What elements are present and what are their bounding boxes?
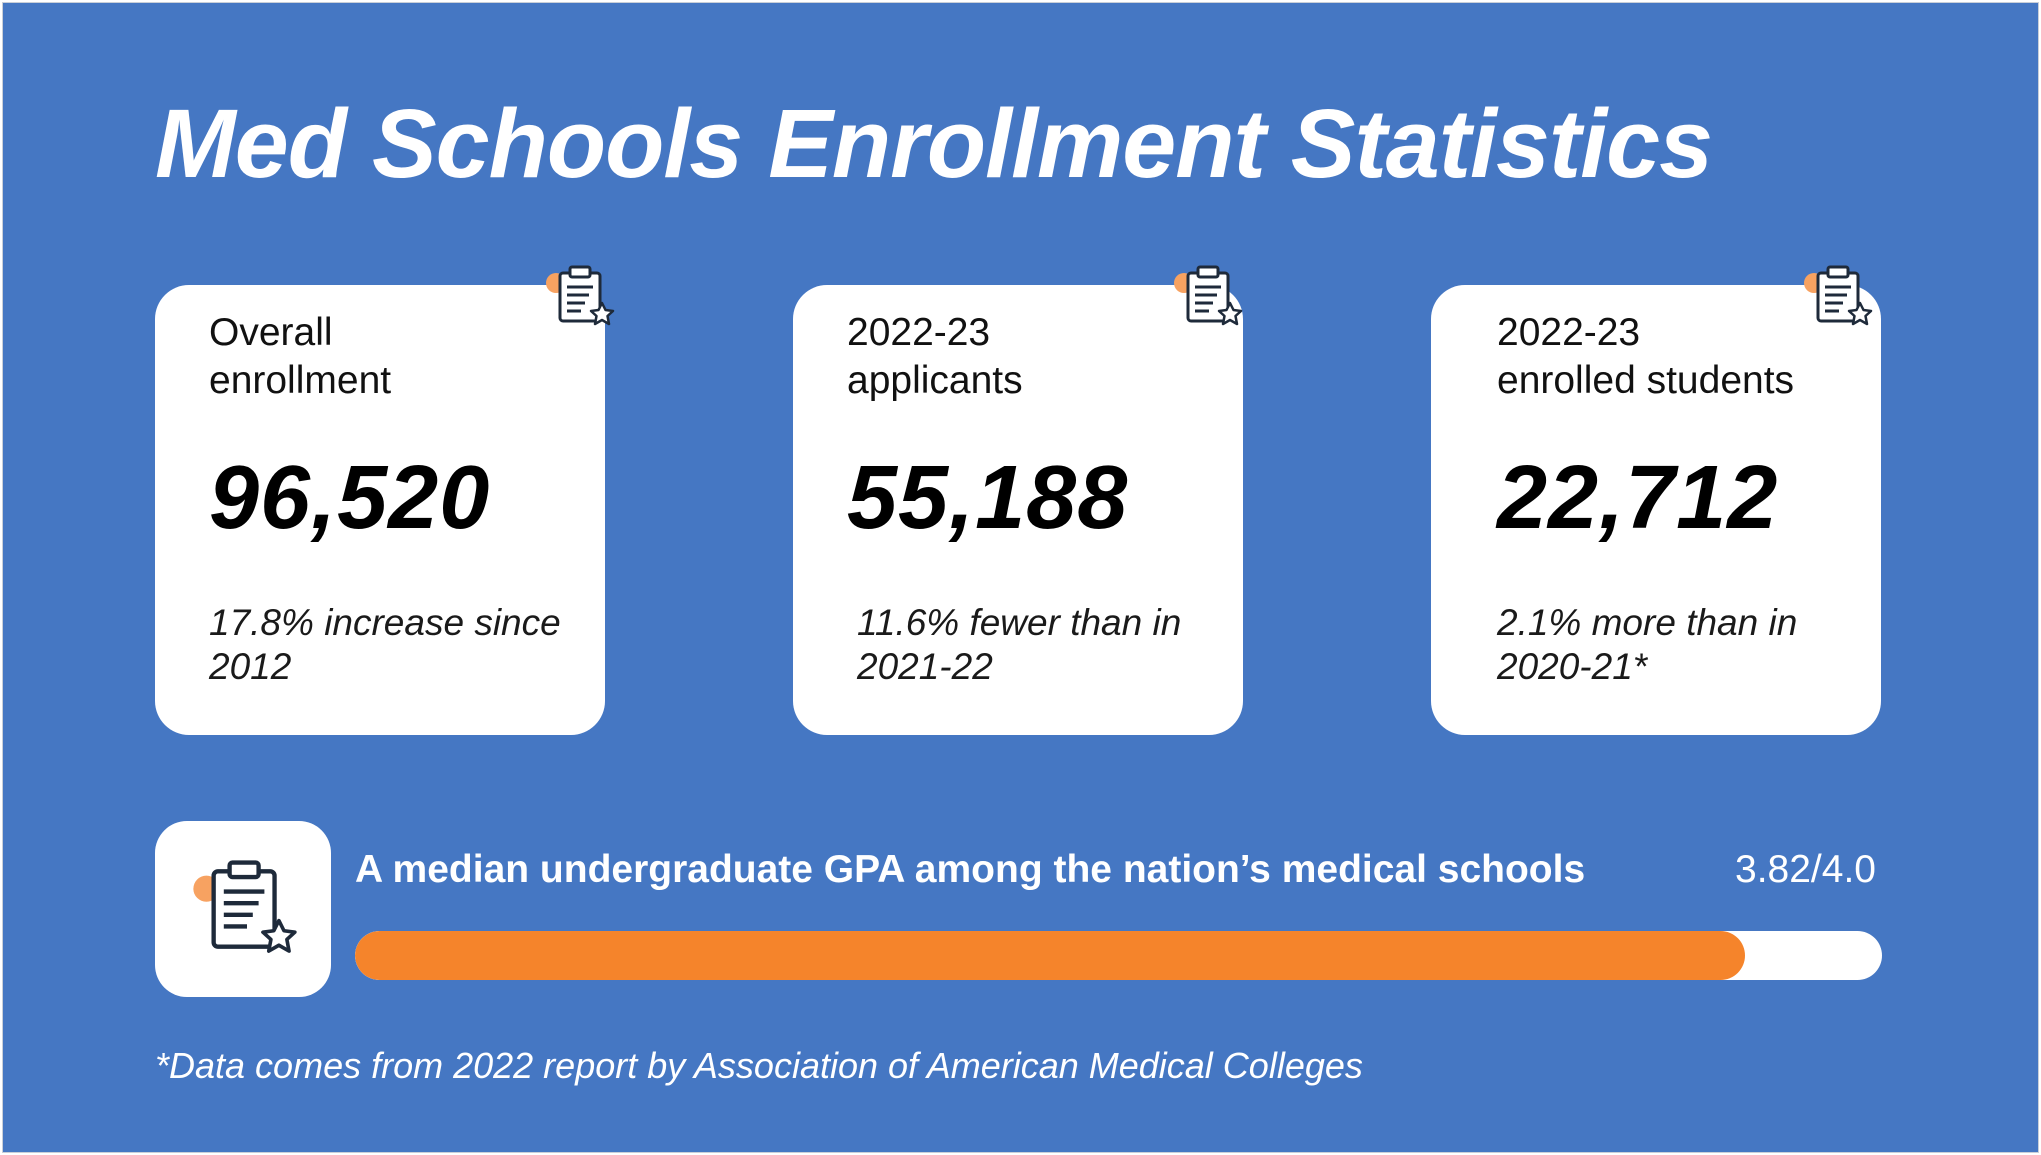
card-note: 17.8% increase since 2012 — [209, 601, 585, 689]
gpa-icon-tile — [155, 821, 331, 997]
card-note-line: 2012 — [209, 646, 292, 687]
clipboard-star-icon — [189, 851, 305, 967]
card-label: 2022-23 applicants — [847, 309, 1223, 405]
card-note-line: 2021-22 — [857, 646, 993, 687]
card-note: 2.1% more than in 2020-21* — [1497, 601, 1861, 689]
stat-card-applicants: 2022-23 applicants 55,188 11.6% fewer th… — [793, 285, 1243, 735]
card-label-line: 2022-23 — [1497, 311, 1641, 354]
card-label-line: applicants — [847, 359, 1023, 402]
card-label-line: 2022-23 — [847, 311, 991, 354]
card-label-line: Overall — [209, 311, 333, 354]
gpa-progress-track — [355, 931, 1882, 980]
card-label-line: enrollment — [209, 359, 392, 402]
gpa-value: 3.82/4.0 — [1735, 848, 1876, 891]
clipboard-star-icon — [1169, 257, 1249, 337]
stat-card-enrolled-students: 2022-23 enrolled students 22,712 2.1% mo… — [1431, 285, 1881, 735]
clipboard-star-icon — [1799, 257, 1879, 337]
gpa-label: A median undergraduate GPA among the nat… — [355, 848, 1586, 891]
card-note-line: 11.6% fewer than in — [857, 602, 1182, 643]
page-title: Med Schools Enrollment Statistics — [155, 89, 1713, 198]
card-value: 96,520 — [209, 448, 491, 548]
card-note-line: 17.8% increase since — [209, 602, 561, 643]
source-footnote: *Data comes from 2022 report by Associat… — [155, 1045, 1363, 1086]
card-label: 2022-23 enrolled students — [1497, 309, 1861, 405]
card-value: 55,188 — [847, 448, 1129, 548]
card-value: 22,712 — [1497, 448, 1779, 548]
card-note-line: 2.1% more than in — [1497, 602, 1798, 643]
card-note-line: 2020-21* — [1497, 646, 1648, 687]
card-label-line: enrolled students — [1497, 359, 1795, 402]
clipboard-star-icon — [541, 257, 621, 337]
stat-card-overall-enrollment: Overall enrollment 96,520 17.8% increase… — [155, 285, 605, 735]
card-label: Overall enrollment — [209, 309, 585, 405]
card-note: 11.6% fewer than in 2021-22 — [857, 601, 1223, 689]
gpa-progress-fill — [355, 931, 1745, 980]
